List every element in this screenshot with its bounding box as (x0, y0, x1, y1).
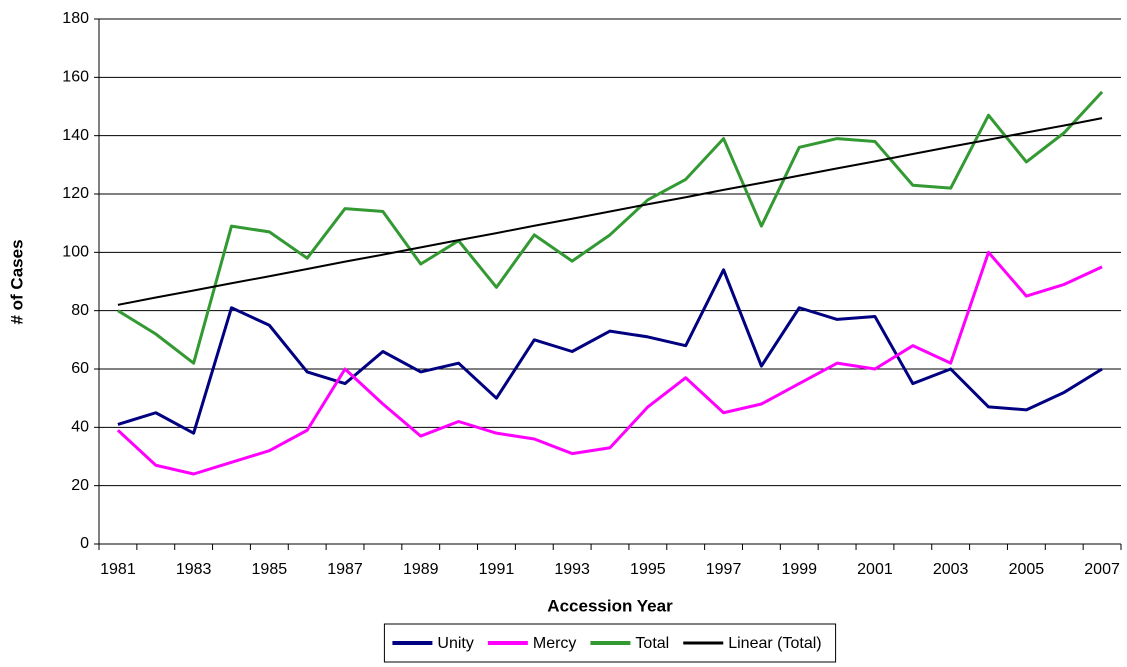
x-tick-label: 2005 (1009, 561, 1045, 578)
y-tick-label: 160 (62, 69, 89, 86)
y-tick-label: 0 (80, 535, 89, 552)
y-tick-label: 140 (62, 127, 89, 144)
legend-label: Unity (437, 635, 473, 652)
x-tick-label: 1989 (403, 561, 439, 578)
x-tick-label: 1987 (327, 561, 363, 578)
legend-label: Linear (Total) (728, 635, 821, 652)
series-line (117, 90, 1104, 365)
x-tick-label: 1999 (781, 561, 817, 578)
series-line (116, 250, 1103, 476)
x-tick-label: 2003 (933, 561, 969, 578)
y-tick-label: 40 (71, 419, 89, 436)
y-tick-label: 20 (71, 477, 89, 494)
legend-label: Total (635, 635, 669, 652)
x-tick-label: 1997 (706, 561, 742, 578)
x-tick-label: 1985 (252, 561, 288, 578)
x-tick-label: 2001 (857, 561, 893, 578)
x-tick-label: 1983 (176, 561, 212, 578)
y-tick-label: 60 (71, 360, 89, 377)
series-line (117, 268, 1103, 435)
y-axis-label: # of Cases (7, 239, 26, 324)
x-tick-label: 1991 (479, 561, 515, 578)
x-tick-label: 2007 (1084, 561, 1120, 578)
y-tick-label: 100 (62, 244, 89, 261)
legend-label: Mercy (533, 635, 577, 652)
x-tick-label: 1993 (554, 561, 590, 578)
series-line (117, 117, 1103, 306)
x-tick-label: 1995 (630, 561, 666, 578)
y-tick-label: 180 (62, 10, 89, 27)
x-axis-label: Accession Year (547, 596, 673, 615)
y-tick-label: 80 (71, 302, 89, 319)
y-tick-label: 120 (62, 185, 89, 202)
x-tick-label: 1981 (100, 561, 136, 578)
